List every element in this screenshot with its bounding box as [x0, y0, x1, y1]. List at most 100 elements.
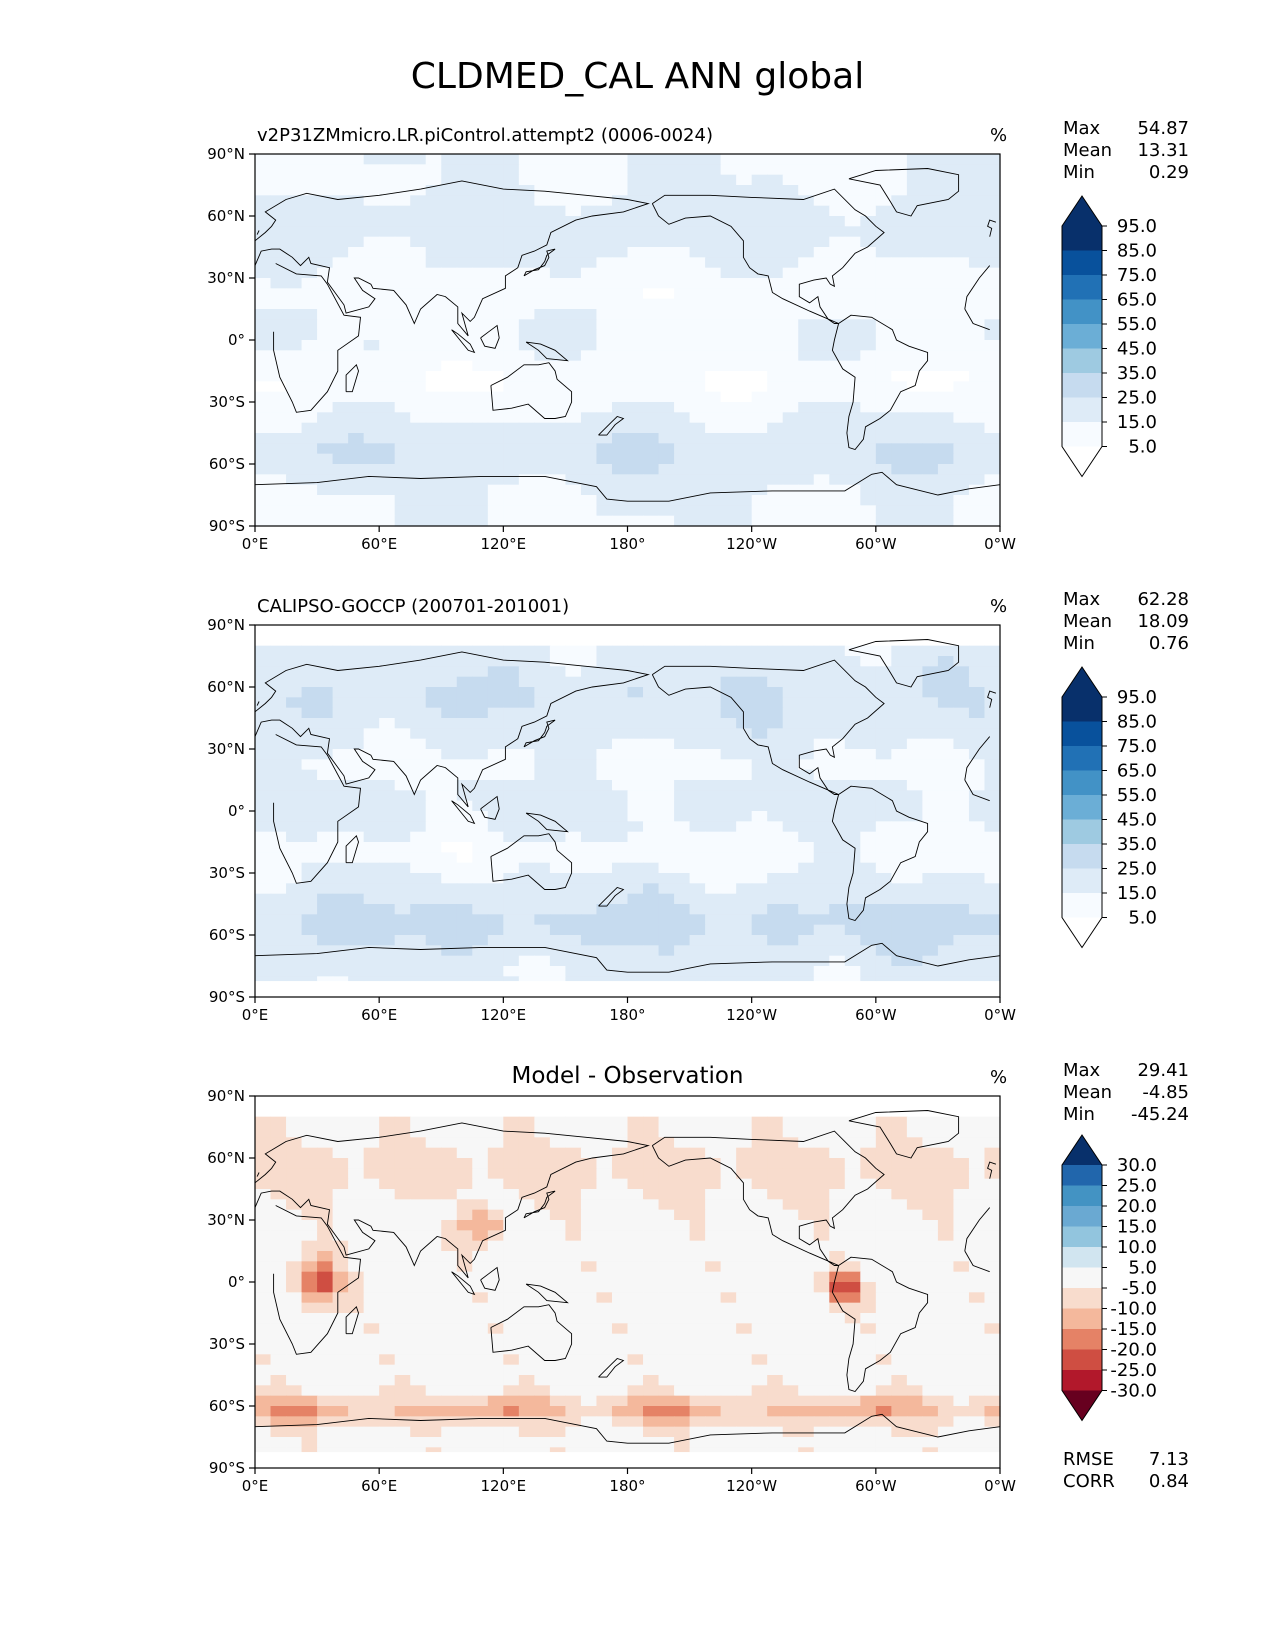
- field-cell: [705, 309, 722, 320]
- field-cell: [580, 154, 598, 165]
- field-cell: [348, 340, 365, 351]
- field-cell: [891, 402, 908, 413]
- field-cell: [751, 759, 768, 771]
- field-cell: [658, 422, 675, 434]
- field-cell: [596, 1375, 613, 1386]
- field-cell: [487, 1230, 504, 1242]
- field-cell: [518, 955, 535, 967]
- field-cell: [674, 319, 691, 331]
- field-cell: [270, 205, 287, 217]
- field-cell: [611, 831, 629, 843]
- field-cell: [580, 1364, 598, 1376]
- field-cell: [394, 831, 411, 843]
- field-cell: [844, 381, 861, 393]
- field-cell: [332, 1385, 349, 1397]
- field-cell: [487, 329, 504, 341]
- field-cell: [379, 645, 396, 657]
- field-cell: [317, 1302, 334, 1314]
- field-cell: [798, 1364, 815, 1376]
- field-cell: [518, 205, 535, 217]
- field-cell: [736, 904, 753, 915]
- field-cell: [534, 656, 551, 667]
- field-cell: [456, 1209, 473, 1221]
- field-cell: [891, 749, 908, 760]
- field-cell: [813, 391, 830, 403]
- field-cell: [286, 216, 303, 227]
- field-cell: [518, 893, 535, 905]
- field-cell: [441, 298, 458, 310]
- field-cell: [487, 769, 504, 781]
- field-cell: [394, 769, 411, 781]
- colorbar-segment: [1062, 721, 1102, 747]
- field-cell: [658, 484, 675, 496]
- field-cell: [332, 453, 349, 465]
- field-cell: [472, 453, 489, 465]
- field-cell: [906, 164, 923, 176]
- field-cell: [270, 185, 287, 196]
- field-cell: [720, 862, 737, 874]
- field-cell: [922, 236, 939, 248]
- field-cell: [891, 914, 908, 926]
- field-cell: [534, 1426, 551, 1438]
- field-cell: [332, 1116, 349, 1128]
- field-cell: [596, 924, 613, 936]
- field-cell: [518, 645, 535, 657]
- field-cell: [968, 811, 986, 822]
- field-cell: [674, 236, 691, 248]
- field-cell: [798, 350, 815, 362]
- field-cell: [348, 154, 365, 165]
- field-cell: [317, 1127, 334, 1138]
- field-cell: [286, 800, 303, 812]
- field-cell: [270, 728, 287, 740]
- field-cell: [674, 1282, 691, 1293]
- field-cell: [658, 676, 675, 688]
- field-cell: [875, 1364, 892, 1376]
- field-cell: [782, 1230, 799, 1242]
- field-cell: [767, 164, 784, 176]
- field-cell: [844, 1189, 861, 1200]
- field-cell: [565, 288, 582, 300]
- field-cell: [611, 257, 629, 269]
- field-cell: [643, 257, 660, 269]
- field-cell: [596, 1416, 613, 1428]
- field-cell: [891, 1313, 908, 1324]
- field-cell: [953, 873, 970, 884]
- field-cell: [906, 656, 923, 667]
- colorbar-label: 35.0: [1117, 363, 1157, 384]
- field-cell: [534, 1137, 551, 1149]
- field-cell: [627, 154, 644, 165]
- field-cell: [658, 935, 675, 946]
- field-cell: [720, 288, 737, 300]
- field-cell: [875, 800, 892, 812]
- field-cell: [813, 728, 830, 740]
- field-cell: [441, 195, 458, 207]
- field-cell: [767, 656, 784, 667]
- field-cell: [674, 1209, 691, 1221]
- field-cell: [580, 288, 598, 300]
- field-cell: [829, 278, 846, 289]
- field-cell: [922, 340, 939, 351]
- field-cell: [720, 935, 737, 946]
- field-cell: [534, 811, 551, 822]
- field-cell: [627, 1271, 644, 1283]
- field-cell: [674, 666, 691, 678]
- field-cell: [410, 412, 427, 424]
- field-cell: [363, 1364, 380, 1376]
- field-cell: [332, 1302, 349, 1314]
- field-cell: [332, 1354, 349, 1366]
- field-cell: [410, 1240, 427, 1252]
- field-cell: [813, 1220, 830, 1231]
- field-cell: [984, 1220, 1001, 1231]
- field-cell: [922, 298, 939, 310]
- field-cell: [255, 645, 272, 657]
- field-cell: [487, 759, 504, 771]
- field-cell: [720, 298, 737, 310]
- field-cell: [394, 195, 411, 207]
- field-cell: [425, 1240, 442, 1252]
- field-cell: [689, 1313, 706, 1324]
- field-cell: [611, 707, 629, 719]
- field-cell: [394, 319, 411, 331]
- field-cell: [472, 1313, 489, 1324]
- field-cell: [844, 1127, 861, 1138]
- field-cell: [580, 1282, 598, 1293]
